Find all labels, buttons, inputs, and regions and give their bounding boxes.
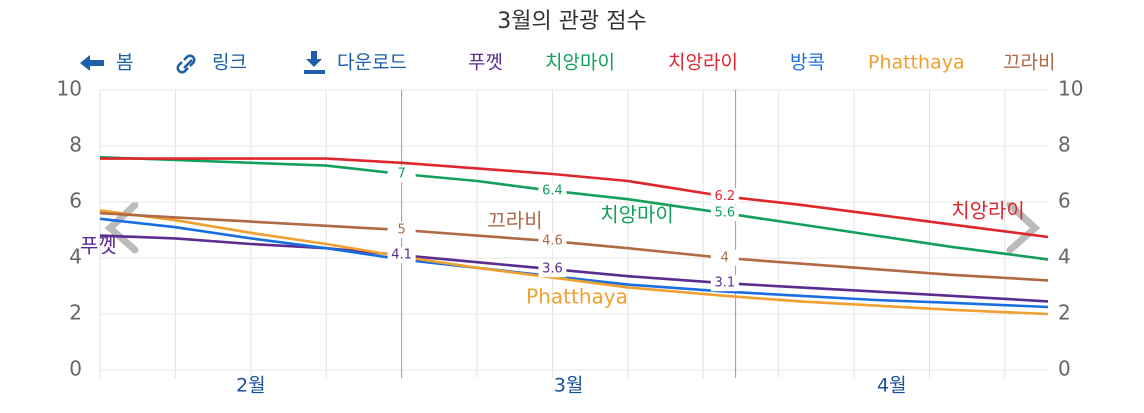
download-icon bbox=[304, 51, 325, 74]
y-tick-label: 6 bbox=[69, 189, 82, 213]
data-label: 4.6 bbox=[542, 234, 563, 249]
data-label: 5.6 bbox=[714, 206, 735, 221]
data-label-bg bbox=[387, 166, 416, 182]
y-tick-label: 8 bbox=[69, 133, 82, 157]
y2-tick-label: 4 bbox=[1058, 245, 1071, 269]
data-label-bg bbox=[710, 188, 739, 205]
data-label-bg bbox=[710, 250, 739, 266]
legend-entry[interactable]: 끄라비 bbox=[1003, 52, 1055, 74]
data-label: 4 bbox=[721, 251, 729, 266]
x-tick-label: 2월 bbox=[236, 375, 266, 397]
y-tick-label: 4 bbox=[69, 245, 82, 269]
y2-tick-label: 10 bbox=[1058, 77, 1083, 101]
chart-title: 3월의 관광 점수 bbox=[497, 9, 646, 34]
legend-entry[interactable]: Phatthaya bbox=[868, 52, 965, 74]
data-label: 6.2 bbox=[714, 189, 735, 204]
data-label-bg bbox=[538, 182, 567, 199]
back-icon bbox=[80, 55, 104, 71]
data-label: 6.4 bbox=[542, 183, 563, 198]
data-label-bg bbox=[710, 205, 739, 222]
link-label[interactable]: 링크 bbox=[212, 52, 247, 74]
data-label: 4.1 bbox=[391, 248, 412, 263]
data-label: 3.1 bbox=[714, 276, 735, 291]
back-button[interactable]: 봄 bbox=[80, 52, 133, 74]
y-tick-label: 2 bbox=[69, 301, 82, 325]
data-label: 7 bbox=[397, 167, 405, 182]
legend-entry[interactable]: 푸껫 bbox=[468, 52, 503, 74]
y2-tick-label: 8 bbox=[1058, 133, 1071, 157]
link-icon bbox=[176, 54, 196, 74]
link-button[interactable]: 링크 bbox=[176, 52, 247, 74]
series-annotation: Phatthaya bbox=[526, 285, 628, 309]
data-label: 5 bbox=[397, 223, 405, 238]
y2-tick-label: 2 bbox=[1058, 301, 1071, 325]
y2-tick-label: 0 bbox=[1058, 357, 1071, 381]
legend-entry[interactable]: 치앙라이 bbox=[668, 52, 738, 74]
y2-tick-label: 6 bbox=[1058, 189, 1071, 213]
series-annotation: 치앙라이 bbox=[951, 199, 1025, 223]
x-tick-label: 3월 bbox=[554, 375, 584, 397]
series-annotation: 끄라비 bbox=[487, 209, 542, 233]
data-label-bg bbox=[710, 275, 739, 292]
series-annotation: 푸껫 bbox=[80, 234, 117, 258]
series-line bbox=[99, 209, 1049, 316]
data-label-bg bbox=[538, 233, 567, 250]
legend-entry[interactable]: 치앙마이 bbox=[545, 52, 615, 74]
back-label[interactable]: 봄 bbox=[116, 52, 133, 74]
data-label-bg bbox=[387, 222, 416, 238]
data-label-bg bbox=[538, 261, 567, 278]
y-tick-label: 10 bbox=[57, 77, 82, 101]
data-label: 3.6 bbox=[542, 262, 563, 277]
next-arrow[interactable] bbox=[1006, 201, 1041, 254]
legend-entry[interactable]: 방콕 bbox=[790, 52, 825, 74]
x-tick-label: 4월 bbox=[877, 375, 907, 397]
series-annotation: 치앙마이 bbox=[600, 203, 674, 227]
download-button[interactable]: 다운로드 bbox=[304, 51, 407, 74]
data-label-bg bbox=[387, 247, 416, 264]
y-tick-label: 0 bbox=[69, 357, 82, 381]
series-line bbox=[100, 157, 1049, 239]
download-label[interactable]: 다운로드 bbox=[337, 52, 407, 74]
